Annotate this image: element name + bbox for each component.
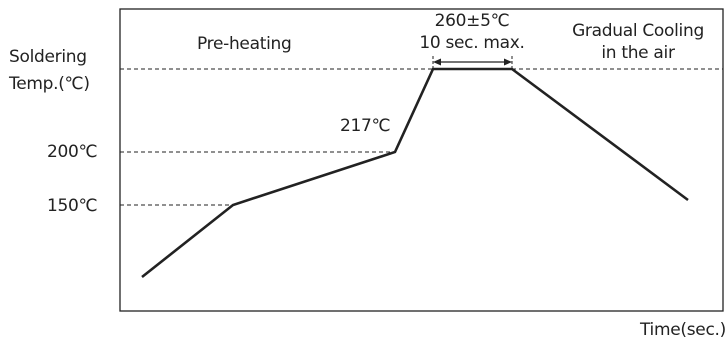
y-axis-label-line2: Temp.(℃) — [9, 74, 90, 94]
peak-duration-label: 10 sec. max. — [419, 33, 525, 53]
tick-label-150: 150℃ — [47, 196, 98, 216]
tick-label-200: 200℃ — [47, 142, 98, 162]
peak-duration-arrowhead-right — [504, 58, 512, 66]
peak-duration-arrowhead-left — [433, 58, 441, 66]
plot-frame — [119, 8, 724, 312]
temperature-profile-line — [141, 67, 689, 279]
peak-temp-label: 260±5℃ — [434, 11, 510, 31]
x-axis-label: Time(sec.) — [640, 320, 726, 340]
cooling-label-line1: Gradual Cooling — [572, 21, 704, 41]
y-axis-label-line1: Soldering — [9, 47, 87, 67]
cooling-label-line2: in the air — [601, 43, 675, 63]
phase-label-preheating: Pre-heating — [197, 34, 292, 54]
label-217: 217℃ — [340, 116, 391, 136]
